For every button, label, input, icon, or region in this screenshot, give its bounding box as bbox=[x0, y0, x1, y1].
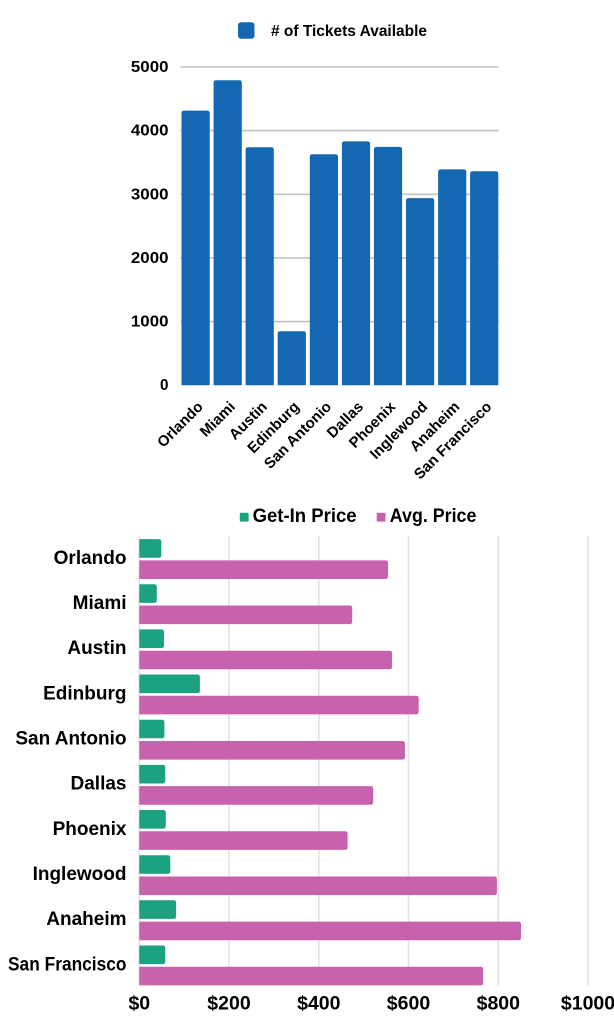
svg-text:Anaheim: Anaheim bbox=[46, 909, 126, 930]
svg-text:5000: 5000 bbox=[131, 59, 169, 76]
svg-text:Edinburg: Edinburg bbox=[43, 683, 126, 704]
svg-text:San Francisco: San Francisco bbox=[8, 954, 127, 975]
svg-text:Miami: Miami bbox=[73, 593, 127, 614]
svg-text:$200: $200 bbox=[207, 992, 251, 1014]
svg-text:Inglewood: Inglewood bbox=[33, 864, 127, 885]
svg-text:Orlando: Orlando bbox=[54, 548, 127, 569]
svg-text:$400: $400 bbox=[297, 992, 341, 1014]
svg-text:Avg. Price: Avg. Price bbox=[390, 506, 477, 527]
svg-text:Dallas: Dallas bbox=[71, 774, 127, 795]
svg-text:Austin: Austin bbox=[67, 638, 126, 659]
svg-text:3000: 3000 bbox=[131, 186, 169, 203]
svg-text:2000: 2000 bbox=[131, 250, 169, 267]
svg-text:# of Tickets Available: # of Tickets Available bbox=[271, 23, 427, 40]
svg-text:4000: 4000 bbox=[131, 123, 169, 140]
svg-text:Phoenix: Phoenix bbox=[53, 819, 127, 840]
svg-text:$600: $600 bbox=[387, 992, 431, 1014]
svg-text:Get-In Price: Get-In Price bbox=[253, 506, 357, 527]
svg-text:1000: 1000 bbox=[131, 314, 169, 331]
svg-text:$0: $0 bbox=[128, 992, 150, 1014]
svg-text:0: 0 bbox=[160, 377, 169, 394]
svg-text:San Antonio: San Antonio bbox=[15, 729, 126, 750]
svg-text:$1000: $1000 bbox=[561, 992, 614, 1014]
svg-text:$800: $800 bbox=[477, 992, 521, 1014]
